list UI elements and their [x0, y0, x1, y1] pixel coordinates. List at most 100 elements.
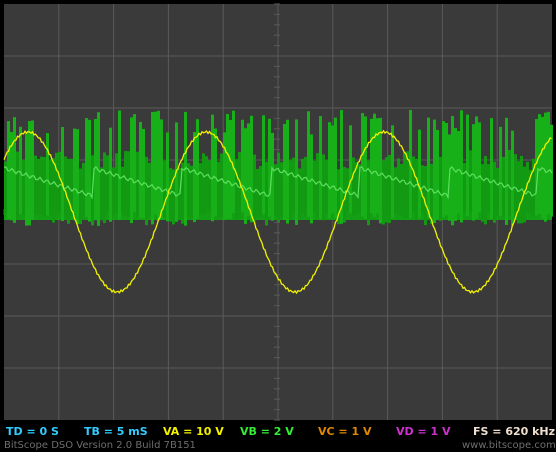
- burst: [148, 162, 151, 216]
- burst: [298, 168, 301, 219]
- burst: [190, 165, 193, 220]
- burst: [265, 161, 268, 226]
- burst: [268, 118, 271, 217]
- burst: [232, 110, 235, 213]
- burst: [274, 164, 277, 216]
- burst: [292, 157, 295, 214]
- burst: [100, 167, 103, 221]
- burst: [262, 115, 265, 214]
- burst: [169, 168, 172, 222]
- burst: [82, 162, 85, 220]
- channel-b-trace: [4, 110, 553, 226]
- burst: [523, 166, 526, 223]
- burst: [433, 119, 436, 224]
- burst: [229, 120, 232, 220]
- burst: [157, 110, 160, 221]
- burst: [10, 131, 13, 221]
- burst: [7, 121, 10, 220]
- burst: [454, 128, 457, 221]
- burst: [451, 116, 454, 226]
- burst: [136, 151, 139, 218]
- burst: [121, 166, 124, 215]
- burst: [472, 124, 475, 221]
- burst: [193, 132, 196, 223]
- burst: [400, 163, 403, 215]
- burst: [247, 123, 250, 216]
- burst: [358, 164, 361, 213]
- vd-label: VD = 1 V: [396, 425, 451, 438]
- burst: [361, 113, 364, 217]
- url-text: www.bitscope.com: [462, 440, 556, 451]
- channel-a-trace: [3, 129, 552, 295]
- burst: [367, 160, 370, 226]
- burst: [388, 155, 391, 223]
- burst: [106, 155, 109, 213]
- burst: [166, 132, 169, 222]
- version-text: BitScope DSO Version 2.0 Build 7B151: [4, 440, 196, 451]
- burst: [64, 156, 67, 219]
- burst: [439, 156, 442, 221]
- burst: [532, 158, 535, 218]
- burst: [331, 125, 334, 214]
- burst: [517, 161, 520, 224]
- burst: [289, 160, 292, 220]
- sawtooth: [4, 165, 553, 200]
- burst: [208, 160, 211, 213]
- burst: [226, 114, 229, 219]
- burst: [238, 152, 241, 218]
- burst: [463, 163, 466, 213]
- burst: [322, 154, 325, 221]
- burst: [544, 112, 547, 222]
- burst: [376, 118, 379, 214]
- burst: [352, 157, 355, 217]
- burst: [97, 112, 100, 226]
- burst: [277, 152, 280, 222]
- burst: [475, 116, 478, 219]
- burst: [469, 150, 472, 213]
- burst: [19, 126, 22, 215]
- tb-label: TB = 5 mS: [84, 425, 148, 438]
- burst: [343, 166, 346, 223]
- burst: [514, 154, 517, 217]
- burst: [139, 121, 142, 218]
- burst: [127, 151, 130, 217]
- scope-screen: [3, 3, 553, 421]
- burst: [487, 164, 490, 213]
- burst: [13, 117, 16, 223]
- burst: [415, 158, 418, 220]
- burst: [259, 166, 262, 218]
- burst: [4, 161, 7, 214]
- burst: [25, 133, 28, 226]
- burst: [313, 160, 316, 213]
- burst: [103, 152, 106, 224]
- burst: [316, 153, 319, 219]
- burst: [61, 127, 64, 222]
- burst: [118, 110, 121, 220]
- burst: [547, 111, 550, 215]
- fs-label: FS = 620 kHz: [473, 425, 556, 438]
- burst: [445, 122, 448, 216]
- burst: [496, 167, 499, 216]
- burst: [283, 123, 286, 220]
- burst: [28, 121, 31, 226]
- burst: [340, 110, 343, 224]
- burst: [52, 158, 55, 223]
- burst: [79, 168, 82, 225]
- burst: [337, 169, 340, 225]
- burst: [550, 124, 553, 217]
- burst: [508, 150, 511, 217]
- burst: [442, 121, 445, 218]
- burst: [412, 156, 415, 213]
- burst: [58, 151, 61, 213]
- burst: [70, 158, 73, 216]
- burst: [256, 168, 259, 218]
- burst: [211, 114, 214, 222]
- burst: [16, 151, 19, 219]
- burst: [130, 117, 133, 224]
- burst: [397, 158, 400, 216]
- burst: [481, 164, 484, 222]
- burst: [499, 126, 502, 217]
- burst: [325, 159, 328, 214]
- burst: [133, 114, 136, 213]
- burst: [187, 163, 190, 218]
